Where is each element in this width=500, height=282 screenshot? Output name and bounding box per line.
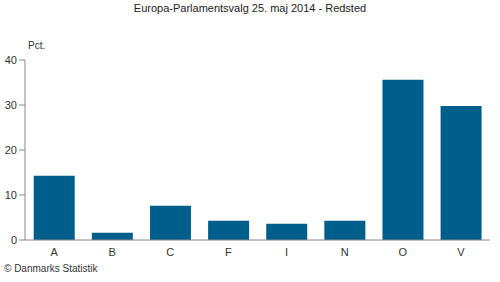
svg-text:I: I — [285, 246, 288, 258]
svg-text:N: N — [341, 246, 349, 258]
svg-text:B: B — [109, 246, 116, 258]
svg-text:O: O — [399, 246, 408, 258]
svg-text:40: 40 — [8, 54, 17, 66]
svg-text:0: 0 — [11, 234, 17, 246]
svg-text:20: 20 — [8, 144, 17, 156]
svg-text:A: A — [50, 246, 58, 258]
html-text:Europa-Parlamentsvalg 25. maj: Europa-Parlamentsvalg 25. maj 2014 - Red… — [133, 2, 367, 14]
svg-text:V: V — [457, 246, 465, 258]
svg-text:10: 10 — [8, 189, 17, 201]
svg-text:F: F — [225, 246, 232, 258]
html-text:© Danmarks Statistik: © Danmarks Statistik — [4, 263, 98, 274]
svg-text:30: 30 — [8, 99, 17, 111]
svg-text:C: C — [166, 246, 174, 258]
html-text:Pct.: Pct. — [28, 40, 46, 51]
